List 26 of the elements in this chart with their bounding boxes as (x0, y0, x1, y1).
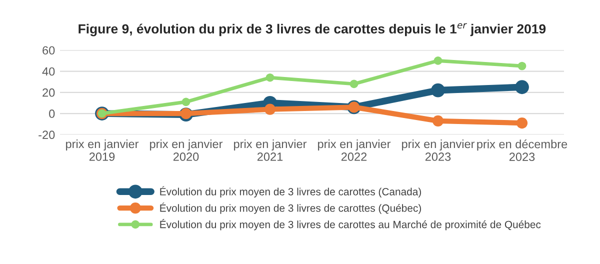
chart-title: Figure 9, évolution du prix de 3 livres de carottes depuis le 1$^{er}$ janvier 2019 (78, 23, 546, 36)
x-tick-label: prix en janvier 2019 (66, 140, 139, 161)
y-tick-label: 20 (42, 88, 55, 97)
point (182, 98, 190, 106)
x-tick-label: prix en janvier 2020 (150, 140, 223, 161)
point (434, 56, 442, 65)
point (431, 83, 445, 98)
point (350, 80, 358, 88)
point (516, 117, 528, 129)
point (515, 80, 529, 94)
x-tick-label: prix en décembre 2023 (477, 140, 568, 162)
x-tick-label: prix en janvier 2022 (318, 140, 391, 161)
legend-label: Évolution du prix moyen de 3 livres de carottes au Marché de proximité de Québec (160, 219, 541, 230)
y-tick-label: 60 (42, 46, 55, 55)
y-tick-label: 40 (42, 67, 55, 76)
y-tick-label: -20 (38, 130, 55, 140)
y-tick-label: 0 (49, 110, 55, 118)
x-tick-label: prix en janvier 2021 (234, 140, 307, 161)
legend-label: Évolution du prix moyen de 3 livres de carottes (Canada) (160, 186, 421, 198)
x-tick-label: prix en janvier 2023 (402, 140, 475, 161)
point (264, 104, 276, 115)
point (180, 108, 192, 120)
point (518, 62, 526, 70)
point (432, 115, 444, 126)
point (266, 73, 274, 82)
legend-label: Évolution du prix moyen de 3 livres de carottes (Québec) (160, 202, 421, 214)
